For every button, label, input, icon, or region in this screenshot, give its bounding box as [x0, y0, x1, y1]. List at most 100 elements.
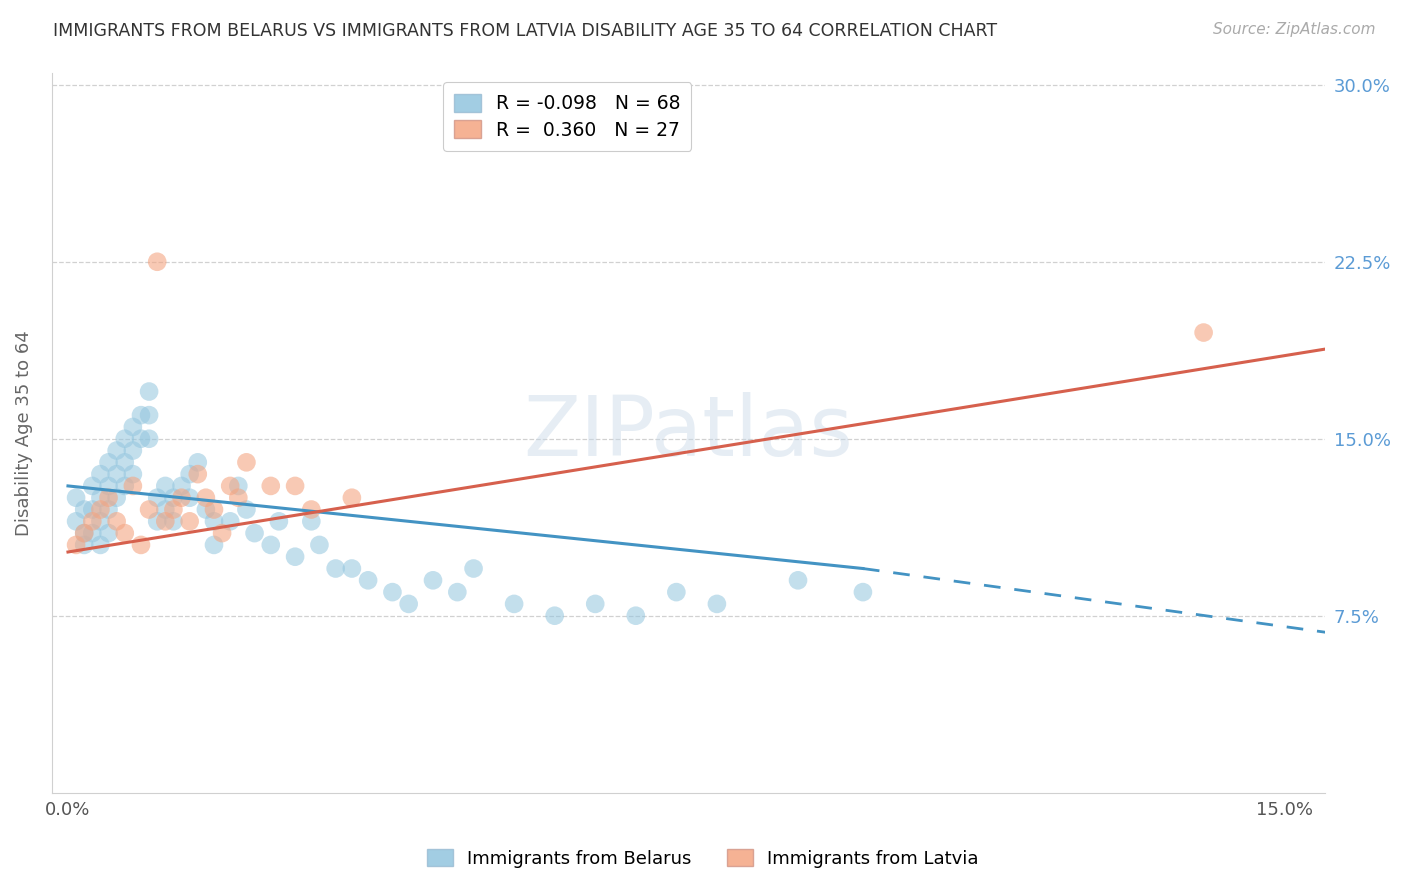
Point	[202, 514, 225, 528]
Point	[89, 502, 111, 516]
Point	[73, 502, 96, 516]
Point	[122, 467, 145, 482]
Point	[308, 538, 330, 552]
Point	[260, 479, 283, 493]
Point	[114, 526, 136, 541]
Point	[73, 538, 96, 552]
Point	[267, 514, 290, 528]
Point	[114, 479, 136, 493]
Point	[583, 597, 606, 611]
Point	[422, 574, 444, 588]
Point	[170, 491, 193, 505]
Point	[325, 561, 347, 575]
Point	[706, 597, 728, 611]
Point	[202, 502, 225, 516]
Point	[624, 608, 647, 623]
Legend: R = -0.098   N = 68, R =  0.360   N = 27: R = -0.098 N = 68, R = 0.360 N = 27	[443, 82, 692, 151]
Point	[82, 479, 104, 493]
Point	[97, 502, 120, 516]
Point	[194, 502, 217, 516]
Point	[187, 467, 209, 482]
Point	[852, 585, 875, 599]
Point	[162, 491, 184, 505]
Point	[105, 491, 128, 505]
Point	[114, 432, 136, 446]
Point	[97, 479, 120, 493]
Point	[105, 467, 128, 482]
Point	[170, 479, 193, 493]
Point	[503, 597, 526, 611]
Point	[243, 526, 266, 541]
Point	[235, 502, 257, 516]
Point	[82, 502, 104, 516]
Point	[73, 526, 96, 541]
Point	[89, 467, 111, 482]
Point	[446, 585, 468, 599]
Point	[146, 491, 169, 505]
Point	[219, 514, 242, 528]
Point	[1192, 326, 1215, 340]
Point	[155, 502, 177, 516]
Point	[219, 479, 242, 493]
Point	[340, 491, 363, 505]
Point	[162, 514, 184, 528]
Text: Source: ZipAtlas.com: Source: ZipAtlas.com	[1212, 22, 1375, 37]
Point	[179, 514, 201, 528]
Point	[187, 455, 209, 469]
Point	[138, 432, 160, 446]
Point	[235, 455, 257, 469]
Point	[146, 514, 169, 528]
Point	[162, 502, 184, 516]
Point	[97, 526, 120, 541]
Point	[122, 479, 145, 493]
Point	[89, 491, 111, 505]
Point	[299, 514, 322, 528]
Point	[65, 514, 87, 528]
Point	[381, 585, 404, 599]
Point	[228, 491, 250, 505]
Point	[129, 432, 152, 446]
Point	[73, 526, 96, 541]
Point	[299, 502, 322, 516]
Point	[122, 443, 145, 458]
Point	[129, 408, 152, 422]
Point	[129, 538, 152, 552]
Point	[787, 574, 810, 588]
Point	[82, 526, 104, 541]
Point	[82, 514, 104, 528]
Y-axis label: Disability Age 35 to 64: Disability Age 35 to 64	[15, 330, 32, 536]
Text: ZIPatlas: ZIPatlas	[523, 392, 853, 474]
Point	[97, 455, 120, 469]
Point	[89, 514, 111, 528]
Point	[122, 420, 145, 434]
Point	[211, 526, 233, 541]
Point	[202, 538, 225, 552]
Point	[155, 479, 177, 493]
Point	[146, 254, 169, 268]
Point	[138, 408, 160, 422]
Point	[284, 479, 307, 493]
Point	[65, 491, 87, 505]
Point	[65, 538, 87, 552]
Point	[155, 514, 177, 528]
Point	[114, 455, 136, 469]
Point	[284, 549, 307, 564]
Point	[138, 384, 160, 399]
Point	[105, 443, 128, 458]
Point	[398, 597, 420, 611]
Point	[89, 538, 111, 552]
Point	[544, 608, 567, 623]
Point	[97, 491, 120, 505]
Point	[463, 561, 485, 575]
Point	[179, 467, 201, 482]
Point	[357, 574, 380, 588]
Point	[105, 514, 128, 528]
Legend: Immigrants from Belarus, Immigrants from Latvia: Immigrants from Belarus, Immigrants from…	[416, 838, 990, 879]
Point	[179, 491, 201, 505]
Point	[228, 479, 250, 493]
Point	[194, 491, 217, 505]
Point	[665, 585, 688, 599]
Point	[138, 502, 160, 516]
Point	[340, 561, 363, 575]
Point	[260, 538, 283, 552]
